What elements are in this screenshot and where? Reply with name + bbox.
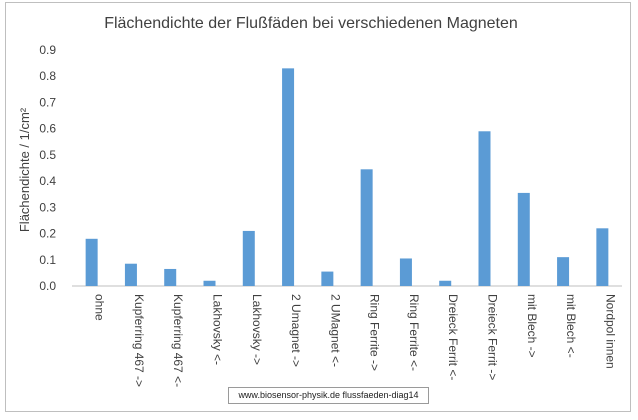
bar xyxy=(439,280,452,286)
x-tick-label: Dreieck Ferrit -> xyxy=(486,294,500,380)
x-tick-label: Dreieck Ferrit <- xyxy=(446,294,460,380)
y-tick-label: 0.0 xyxy=(39,279,56,293)
bar xyxy=(596,228,609,286)
y-axis-label: Flächendichte / 1/cm² xyxy=(17,107,32,232)
x-tick-label: Lakhovsky <- xyxy=(211,294,225,365)
y-tick-label: 0.7 xyxy=(39,95,56,109)
bar xyxy=(399,258,412,286)
x-tick-label: ohne xyxy=(93,294,107,321)
bar xyxy=(203,280,216,286)
y-tick-labels: 0.0 0.1 0.2 0.3 0.4 0.5 0.6 0.7 0.8 0.9 xyxy=(39,43,56,293)
y-tick-label: 0.5 xyxy=(39,148,56,162)
x-tick-label: Kupferring 467 <- xyxy=(171,294,185,387)
x-tick-label: mit Blech <- xyxy=(564,294,578,358)
x-tick-label: Ring Ferrite -> xyxy=(368,294,382,371)
bar xyxy=(360,169,373,286)
chart-title: Flächendichte der Flußfäden bei verschie… xyxy=(104,15,518,32)
x-tick-label: 2 UMagnet <- xyxy=(328,294,342,367)
x-tick-label: mit Blech -> xyxy=(525,294,539,358)
y-tick-label: 0.6 xyxy=(39,122,56,136)
y-tick-label: 0.4 xyxy=(39,174,56,188)
y-tick-label: 0.2 xyxy=(39,227,56,241)
bars xyxy=(85,68,609,286)
bar xyxy=(478,131,491,286)
x-tick-label: 2 Umagnet -> xyxy=(289,294,303,367)
bar xyxy=(124,263,137,286)
bar xyxy=(85,238,98,286)
y-tick-label: 0.3 xyxy=(39,200,56,214)
bar xyxy=(517,192,530,286)
y-tick-label: 0.1 xyxy=(39,253,56,267)
x-tick-label: Ring Ferrite <- xyxy=(407,294,421,371)
x-tick-label: Nordpol innen xyxy=(603,294,617,369)
watermark-label: www.biosensor-physik.de flussfaeden-diag… xyxy=(228,387,429,404)
bar xyxy=(164,268,177,286)
bar xyxy=(282,68,295,286)
x-tick-labels: ohne Kupferring 467 -> Kupferring 467 <- La… xyxy=(93,294,618,387)
y-tick-label: 0.9 xyxy=(39,43,56,57)
bar xyxy=(557,257,570,286)
x-tick-label: Lakhovsky -> xyxy=(250,294,264,365)
y-tick-label: 0.8 xyxy=(39,69,56,83)
x-tick-label: Kupferring 467 -> xyxy=(132,294,146,387)
bar xyxy=(242,230,255,286)
bar xyxy=(321,271,334,286)
